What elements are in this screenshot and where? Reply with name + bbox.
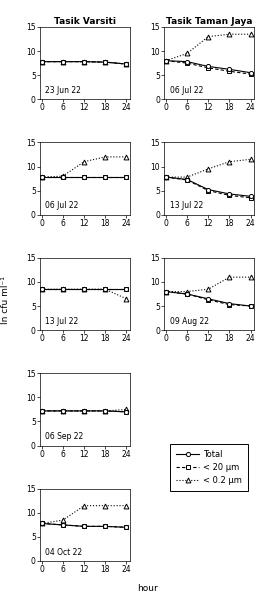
- Text: 13 Jul 22: 13 Jul 22: [170, 201, 203, 210]
- Text: ln cfu ml⁻¹: ln cfu ml⁻¹: [1, 276, 10, 324]
- Text: 09 Aug 22: 09 Aug 22: [170, 317, 208, 326]
- Title: Tasik Varsiti: Tasik Varsiti: [54, 17, 116, 26]
- Text: 06 Jul 22: 06 Jul 22: [170, 86, 203, 95]
- Text: 06 Jul 22: 06 Jul 22: [45, 201, 79, 210]
- Text: 06 Sep 22: 06 Sep 22: [45, 432, 84, 441]
- Text: 13 Jul 22: 13 Jul 22: [45, 317, 79, 326]
- Legend: Total, < 20 µm, < 0.2 µm: Total, < 20 µm, < 0.2 µm: [170, 443, 248, 491]
- Text: 23 Jun 22: 23 Jun 22: [45, 86, 81, 95]
- Text: 04 Oct 22: 04 Oct 22: [45, 548, 83, 557]
- Title: Tasik Taman Jaya: Tasik Taman Jaya: [166, 17, 252, 26]
- Text: hour: hour: [137, 584, 157, 593]
